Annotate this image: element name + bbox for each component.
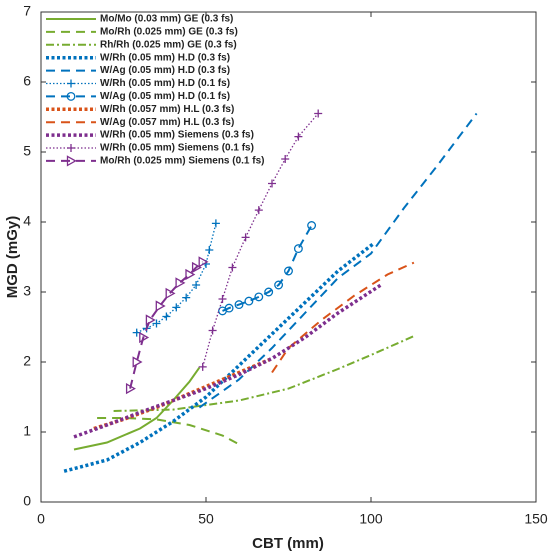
marker	[165, 287, 176, 300]
marker	[198, 256, 209, 268]
marker	[284, 266, 293, 276]
marker	[67, 79, 75, 88]
marker	[125, 382, 136, 395]
y-axis-label: MGD (mGy)	[4, 216, 21, 299]
legend-label: W/Rh (0.05 mm) Siemens (0.1 fs)	[100, 143, 254, 154]
marker	[294, 132, 303, 141]
marker	[241, 233, 250, 242]
series-line	[222, 225, 313, 312]
marker	[307, 221, 317, 230]
x-tick-label: 50	[198, 511, 214, 527]
x-axis-label: CBT (mm)	[252, 535, 324, 552]
marker	[66, 155, 77, 167]
legend-label: Mo/Rh (0.025 mm) Siemens (0.1 fs)	[100, 156, 265, 167]
legend-label: W/Ag (0.05 mm) H.D (0.1 fs)	[100, 91, 230, 102]
marker	[211, 219, 220, 228]
marker	[162, 312, 171, 321]
marker	[254, 292, 264, 302]
marker	[152, 319, 161, 328]
series-line	[113, 335, 415, 412]
marker	[132, 356, 143, 368]
marker	[234, 300, 244, 310]
marker	[254, 206, 263, 215]
marker	[185, 268, 196, 281]
legend-label: W/Rh (0.05 mm) H.D (0.3 fs)	[100, 52, 230, 63]
legend-label: W/Rh (0.05 mm) Siemens (0.3 fs)	[100, 130, 254, 141]
y-tick-label: 2	[23, 353, 31, 369]
marker	[208, 326, 217, 335]
marker	[268, 179, 276, 188]
y-tick-label: 6	[23, 73, 31, 89]
legend-label: Mo/Rh (0.025 mm) GE (0.3 fs)	[100, 27, 238, 38]
series-line	[73, 367, 201, 451]
series-line	[271, 261, 415, 374]
marker	[244, 296, 254, 306]
marker	[145, 314, 156, 326]
y-tick-label: 4	[23, 213, 31, 229]
plot-frame	[40, 11, 537, 503]
y-tick-label: 7	[23, 3, 31, 19]
series-line	[97, 417, 243, 447]
marker	[192, 281, 201, 289]
marker	[66, 91, 76, 101]
marker	[274, 280, 284, 290]
marker	[218, 295, 227, 303]
marker	[67, 144, 75, 152]
marker	[224, 303, 234, 313]
y-tick-label: 0	[23, 493, 31, 509]
marker	[175, 277, 186, 289]
x-tick-label: 150	[524, 511, 548, 527]
marker	[155, 300, 166, 312]
legend-label: Rh/Rh (0.025 mm) GE (0.3 fs)	[100, 39, 237, 50]
marker	[314, 109, 323, 118]
x-tick-label: 0	[37, 511, 45, 527]
marker	[293, 244, 303, 254]
marker	[264, 287, 274, 297]
legend-label: W/Ag (0.05 mm) H.D (0.3 fs)	[100, 65, 230, 76]
y-tick-label: 1	[23, 423, 31, 439]
series-line	[129, 261, 204, 389]
series-line	[202, 113, 319, 368]
x-tick-label: 100	[359, 511, 383, 527]
marker	[182, 293, 191, 302]
marker	[205, 246, 214, 254]
marker	[191, 261, 202, 274]
marker	[172, 303, 181, 312]
legend-label: Mo/Mo (0.03 mm) GE (0.3 fs)	[100, 14, 233, 25]
series-line	[63, 241, 376, 473]
legend-label: W/Rh (0.057 mm) H.L (0.3 fs)	[100, 104, 234, 115]
legend-label: W/Rh (0.05 mm) H.D (0.1 fs)	[100, 78, 230, 89]
marker	[139, 331, 150, 344]
legend-label: W/Ag (0.057 mm) H.L (0.3 fs)	[100, 117, 234, 128]
y-tick-label: 5	[23, 143, 31, 159]
marker	[228, 263, 237, 272]
y-tick-label: 3	[23, 283, 31, 299]
marker	[281, 155, 290, 163]
marker	[198, 362, 207, 371]
